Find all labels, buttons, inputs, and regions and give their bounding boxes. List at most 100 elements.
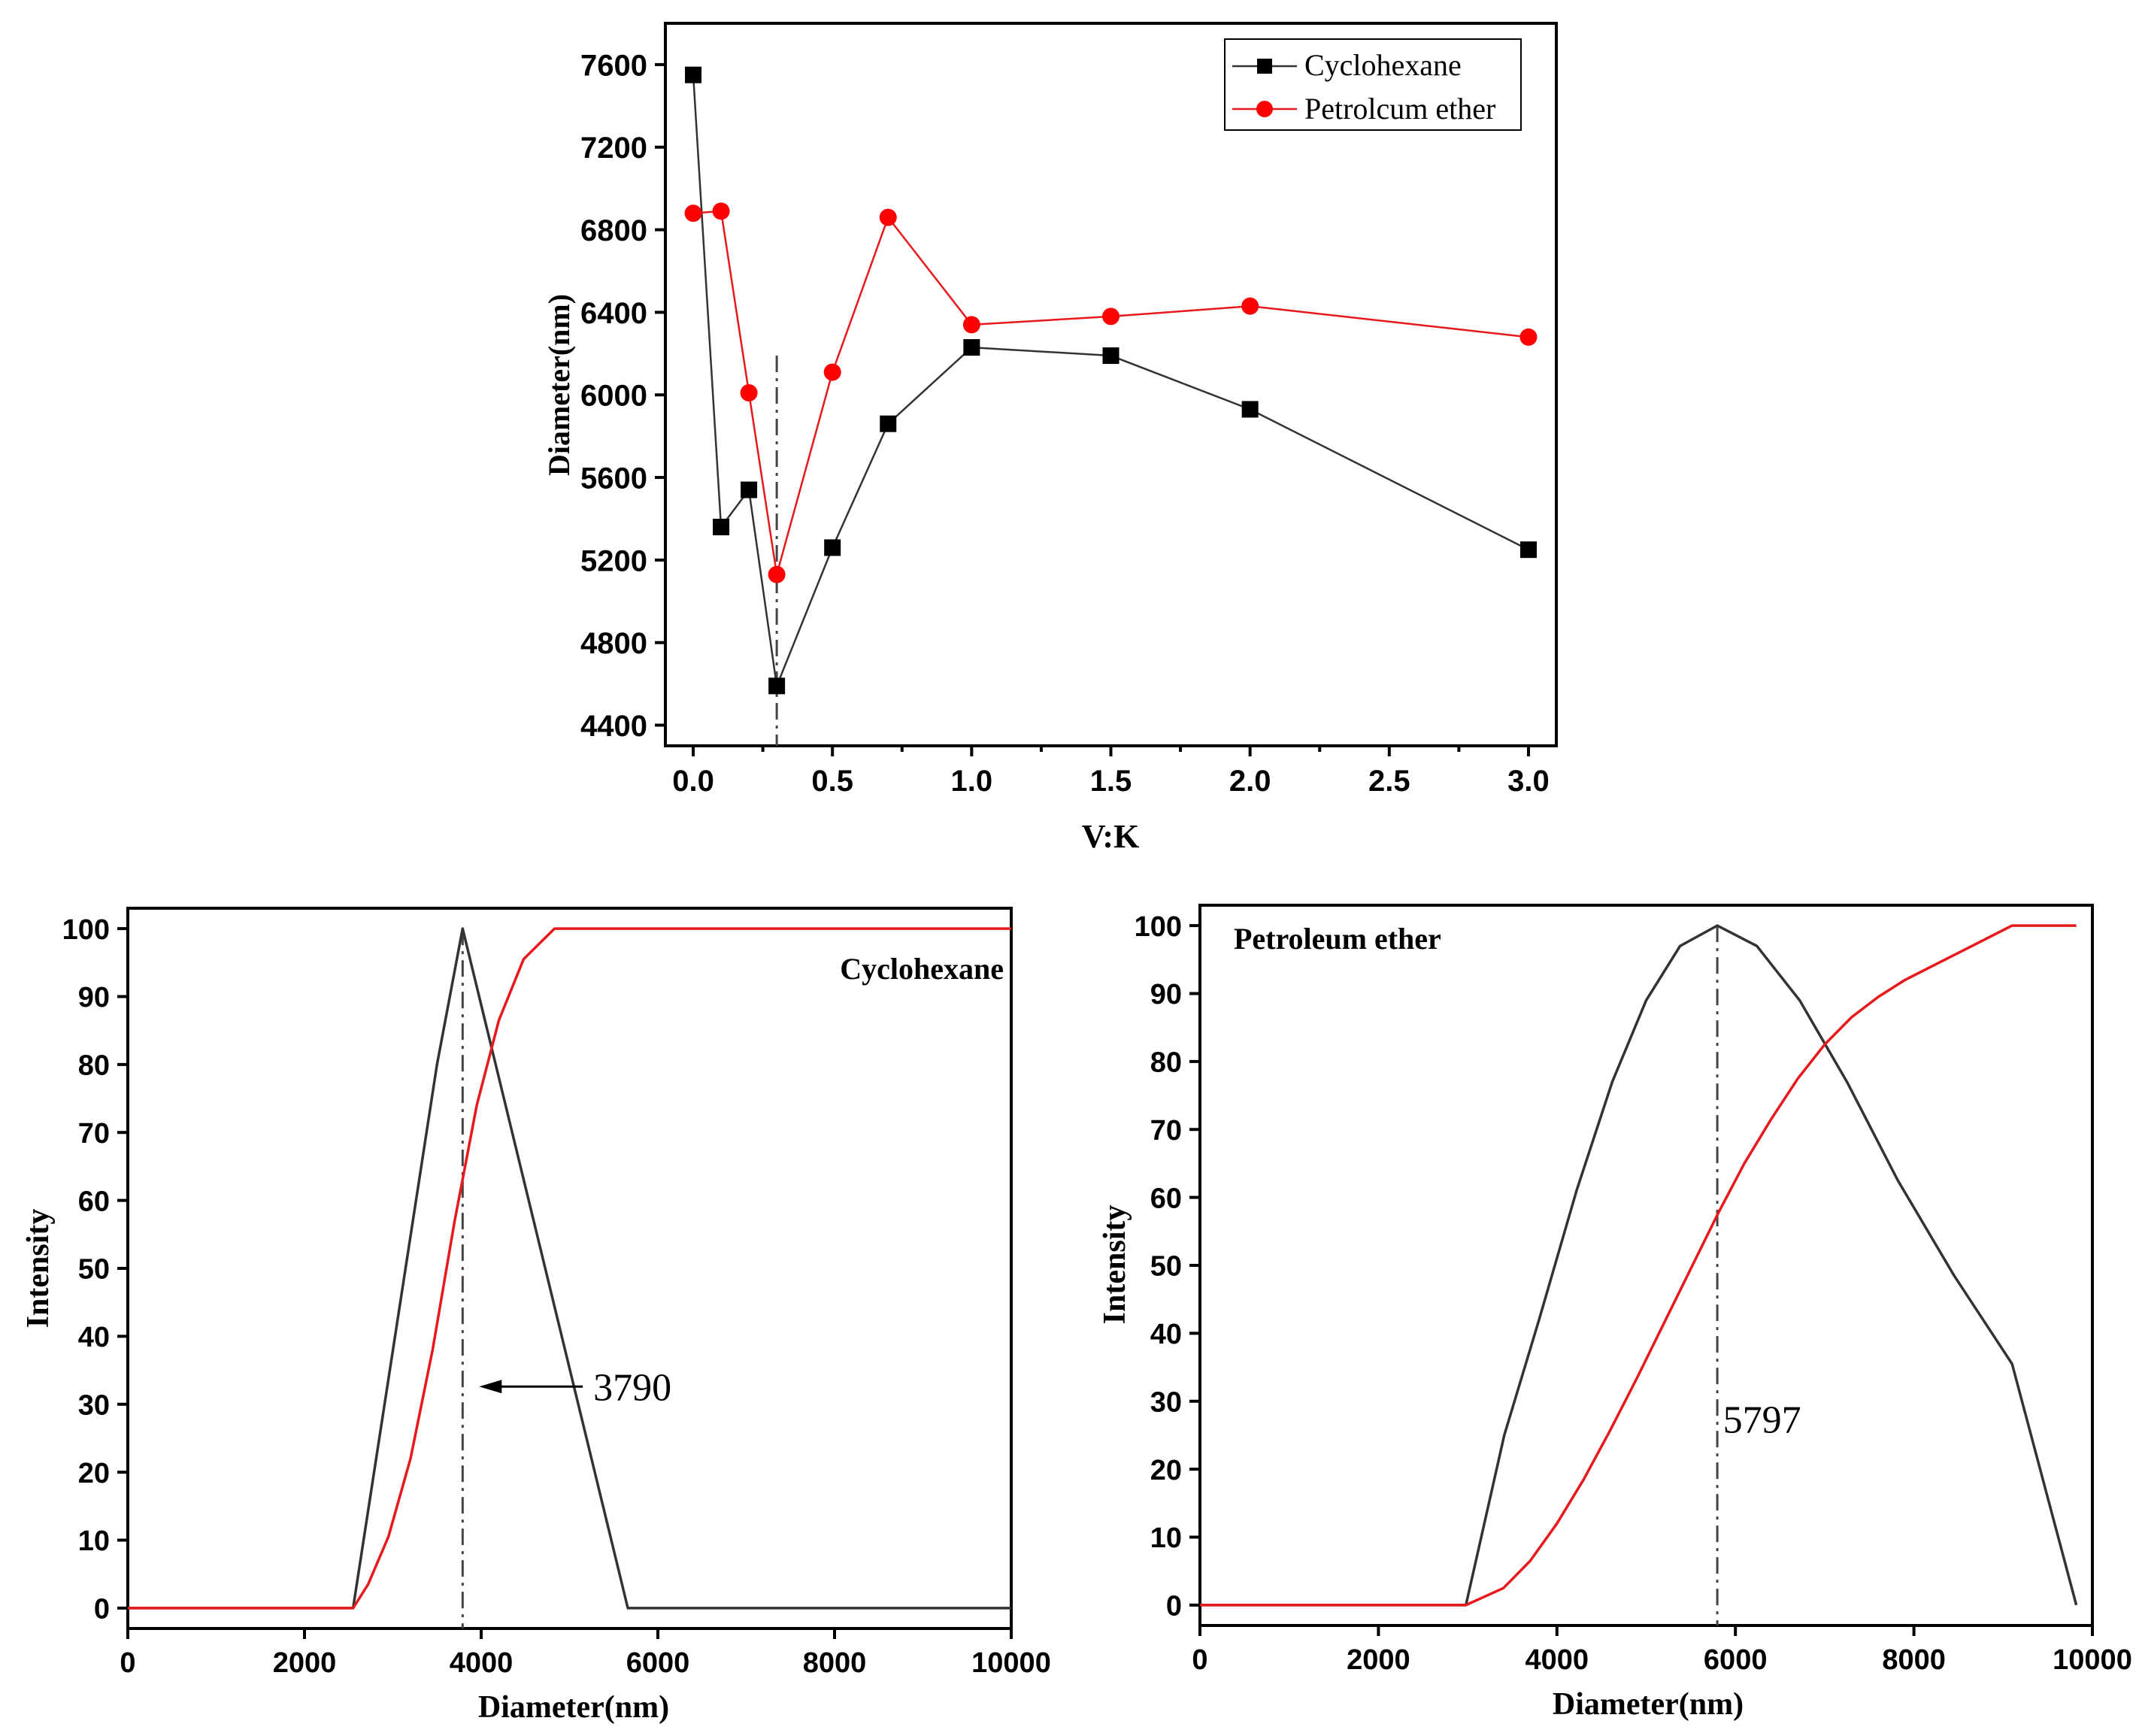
x-tick-label: 6000 [626, 1647, 690, 1679]
y-tick-label: 7600 [580, 49, 647, 82]
x-axis-label: V:K [1082, 818, 1140, 855]
y-tick-label: 100 [62, 914, 110, 946]
y-axis-label: Diameter(nm) [542, 294, 576, 476]
data-point-cyclohexane [741, 481, 758, 498]
y-tick-label: 70 [78, 1118, 110, 1150]
y-tick-label: 90 [78, 982, 110, 1013]
data-point-petrolcum-ether [768, 565, 786, 583]
y-tick-label: 6400 [580, 297, 647, 330]
series-line-cyclohexane [692, 74, 1529, 687]
plot-frame [1198, 904, 2094, 1627]
x-tick-label: 8000 [1882, 1644, 1946, 1676]
y-tick-label: 0 [1166, 1591, 1182, 1622]
legend-frame [1224, 38, 1522, 131]
data-point-cyclohexane [963, 339, 980, 356]
x-tick-label: 10000 [2053, 1644, 2132, 1676]
annotation-value: 3790 [593, 1366, 671, 1409]
x-tick-label: 4000 [1525, 1644, 1589, 1676]
data-point-petrolcum-ether [712, 202, 730, 220]
data-point-cyclohexane [1241, 401, 1259, 418]
x-tick-label: 2000 [1347, 1644, 1410, 1676]
x-tick-label: 6000 [1704, 1644, 1768, 1676]
x-tick-label: 10000 [971, 1647, 1051, 1679]
y-tick-label: 50 [1150, 1251, 1182, 1283]
y-tick-label: 4800 [580, 627, 647, 660]
y-axis-label: Intensity [1098, 1205, 1132, 1325]
y-tick-label: 80 [1150, 1047, 1182, 1079]
legend-marker-petroleum-ether [1256, 101, 1273, 117]
y-tick-label: 30 [78, 1389, 110, 1421]
series-line-petrolcum-ether [692, 210, 1529, 576]
panel-label: Cyclohexane [840, 952, 1004, 986]
x-tick-label: 1.5 [1090, 765, 1132, 798]
y-tick-label: 4400 [580, 710, 647, 743]
x-tick-label: 2000 [273, 1647, 337, 1679]
y-tick-label: 10 [78, 1525, 110, 1557]
y-tick-label: 100 [1135, 911, 1182, 943]
y-tick-label: 7200 [580, 132, 647, 165]
y-tick-label: 6800 [580, 214, 647, 247]
y-tick-label: 80 [78, 1050, 110, 1082]
y-tick-label: 40 [78, 1322, 110, 1353]
x-axis-label: Diameter(nm) [1553, 1687, 1744, 1722]
x-tick-label: 4000 [450, 1647, 514, 1679]
data-point-petrolcum-ether [1519, 328, 1538, 346]
y-axis-label: Intensity [21, 1209, 56, 1329]
plot-frame [664, 22, 1558, 747]
y-tick-label: 6000 [580, 380, 647, 413]
data-point-petrolcum-ether [823, 363, 841, 381]
data-point-cyclohexane [713, 518, 730, 535]
x-tick-label: 0 [1192, 1644, 1207, 1676]
chart-petroleum-ether-distribution: Intensity Diameter(nm) Petroleum ether 0… [1098, 904, 2132, 1722]
annotation-value: 5797 [1723, 1398, 1801, 1441]
data-point-petrolcum-ether [684, 205, 702, 223]
series-line-distribution [128, 927, 1011, 1610]
x-tick-label: 0.0 [672, 765, 714, 798]
series-line-distribution [1200, 924, 2078, 1607]
y-tick-label: 10 [1150, 1522, 1182, 1554]
data-point-petrolcum-ether [740, 383, 758, 401]
x-tick-label: 0 [120, 1647, 135, 1679]
y-tick-label: 60 [1150, 1183, 1182, 1214]
legend-label-cyclohexane: Cyclohexane [1304, 48, 1462, 82]
x-tick-label: 0.5 [811, 765, 853, 798]
series-line-cumulative [128, 927, 1011, 1610]
data-point-petrolcum-ether [1102, 308, 1120, 326]
data-point-cyclohexane [824, 539, 841, 556]
x-tick-label: 3.0 [1507, 765, 1550, 798]
y-tick-label: 5600 [580, 462, 647, 495]
x-tick-label: 1.0 [951, 765, 993, 798]
data-point-cyclohexane [1519, 541, 1537, 559]
data-point-cyclohexane [1102, 347, 1120, 365]
y-tick-label: 60 [78, 1186, 110, 1217]
chart-diameter-vs-vk: Diameter(nm) V:K 0.0 0.5 1.0 1.5 2.0 2.5 3.0 44… [542, 22, 1558, 855]
panel-label: Petroleum ether [1234, 922, 1441, 956]
x-tick-label: 8000 [803, 1647, 867, 1679]
plot-frame [126, 907, 1013, 1630]
annotation-arrow-head [479, 1380, 502, 1394]
legend: Cyclohexane Petrolcum ether [1224, 38, 1522, 131]
legend-marker-cyclohexane [1257, 59, 1272, 74]
y-tick-label: 0 [94, 1594, 110, 1625]
y-tick-label: 20 [1150, 1455, 1182, 1486]
x-tick-label: 2.0 [1229, 765, 1271, 798]
series-line-cumulative [1200, 924, 2077, 1607]
data-point-cyclohexane [880, 415, 897, 432]
data-point-petrolcum-ether [962, 316, 980, 334]
data-point-cyclohexane [685, 66, 702, 83]
data-point-cyclohexane [768, 677, 786, 695]
chart-cyclohexane-distribution: Intensity Diameter(nm) Cyclohexane 0 2000… [21, 907, 1051, 1725]
x-axis-label: Diameter(nm) [478, 1690, 669, 1725]
y-tick-label: 40 [1150, 1319, 1182, 1350]
y-tick-label: 5200 [580, 544, 647, 577]
y-tick-label: 70 [1150, 1115, 1182, 1147]
y-tick-label: 90 [1150, 979, 1182, 1010]
data-point-petrolcum-ether [1241, 297, 1259, 315]
x-tick-label: 2.5 [1368, 765, 1410, 798]
y-tick-label: 20 [78, 1458, 110, 1489]
data-point-petrolcum-ether [879, 208, 897, 226]
y-tick-label: 50 [78, 1254, 110, 1286]
legend-label-petroleum-ether: Petrolcum ether [1304, 92, 1495, 126]
y-tick-label: 30 [1150, 1386, 1182, 1418]
